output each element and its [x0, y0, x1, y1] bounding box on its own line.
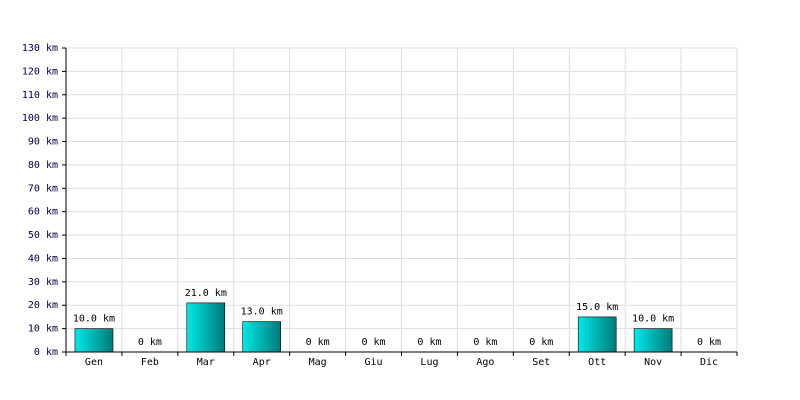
y-tick-label: 70 km [28, 183, 58, 194]
x-tick-label: Nov [644, 357, 662, 368]
x-tick-label: Ott [588, 357, 606, 368]
grid [66, 47, 738, 353]
y-tick-label: 50 km [28, 230, 58, 241]
bar [74, 328, 114, 353]
y-tick-label: 40 km [28, 253, 58, 264]
x-tick-label: Set [532, 357, 550, 368]
bar [633, 328, 673, 353]
x-tick-label: Mag [309, 357, 327, 368]
x-tick-label: Gen [85, 357, 103, 368]
value-label: 0 km [306, 337, 330, 348]
value-label: 21.0 km [185, 288, 227, 299]
bars [74, 302, 673, 353]
bar [186, 302, 226, 353]
bar [242, 321, 282, 353]
y-tick-label: 60 km [28, 207, 58, 218]
y-tick-label: 20 km [28, 300, 58, 311]
value-label: 13.0 km [241, 307, 283, 318]
y-tick-label: 130 km [22, 43, 58, 54]
value-label: 0 km [529, 337, 553, 348]
value-label: 10.0 km [73, 314, 115, 325]
bar [577, 316, 617, 353]
y-tick-label: 10 km [28, 324, 58, 335]
y-tick-label: 120 km [22, 66, 58, 77]
y-tick-label: 100 km [22, 113, 58, 124]
value-label: 0 km [138, 337, 162, 348]
x-tick-label: Mar [197, 357, 215, 368]
x-tick-label: Apr [253, 357, 271, 368]
x-tick-label: Feb [141, 357, 159, 368]
value-label: 10.0 km [632, 314, 674, 325]
x-tick-label: Giu [365, 357, 383, 368]
x-tick-label: Lug [420, 357, 438, 368]
value-label: 15.0 km [576, 302, 618, 313]
x-tick-label: Ago [476, 357, 494, 368]
y-tick-label: 80 km [28, 160, 58, 171]
value-label: 0 km [361, 337, 385, 348]
value-label: 0 km [417, 337, 441, 348]
y-tick-label: 90 km [28, 137, 58, 148]
value-label: 0 km [473, 337, 497, 348]
x-tick-label: Dic [700, 357, 718, 368]
y-tick-label: 110 km [22, 90, 58, 101]
y-tick-label: 30 km [28, 277, 58, 288]
y-tick-label: 0 km [34, 347, 58, 358]
value-label: 0 km [697, 337, 721, 348]
